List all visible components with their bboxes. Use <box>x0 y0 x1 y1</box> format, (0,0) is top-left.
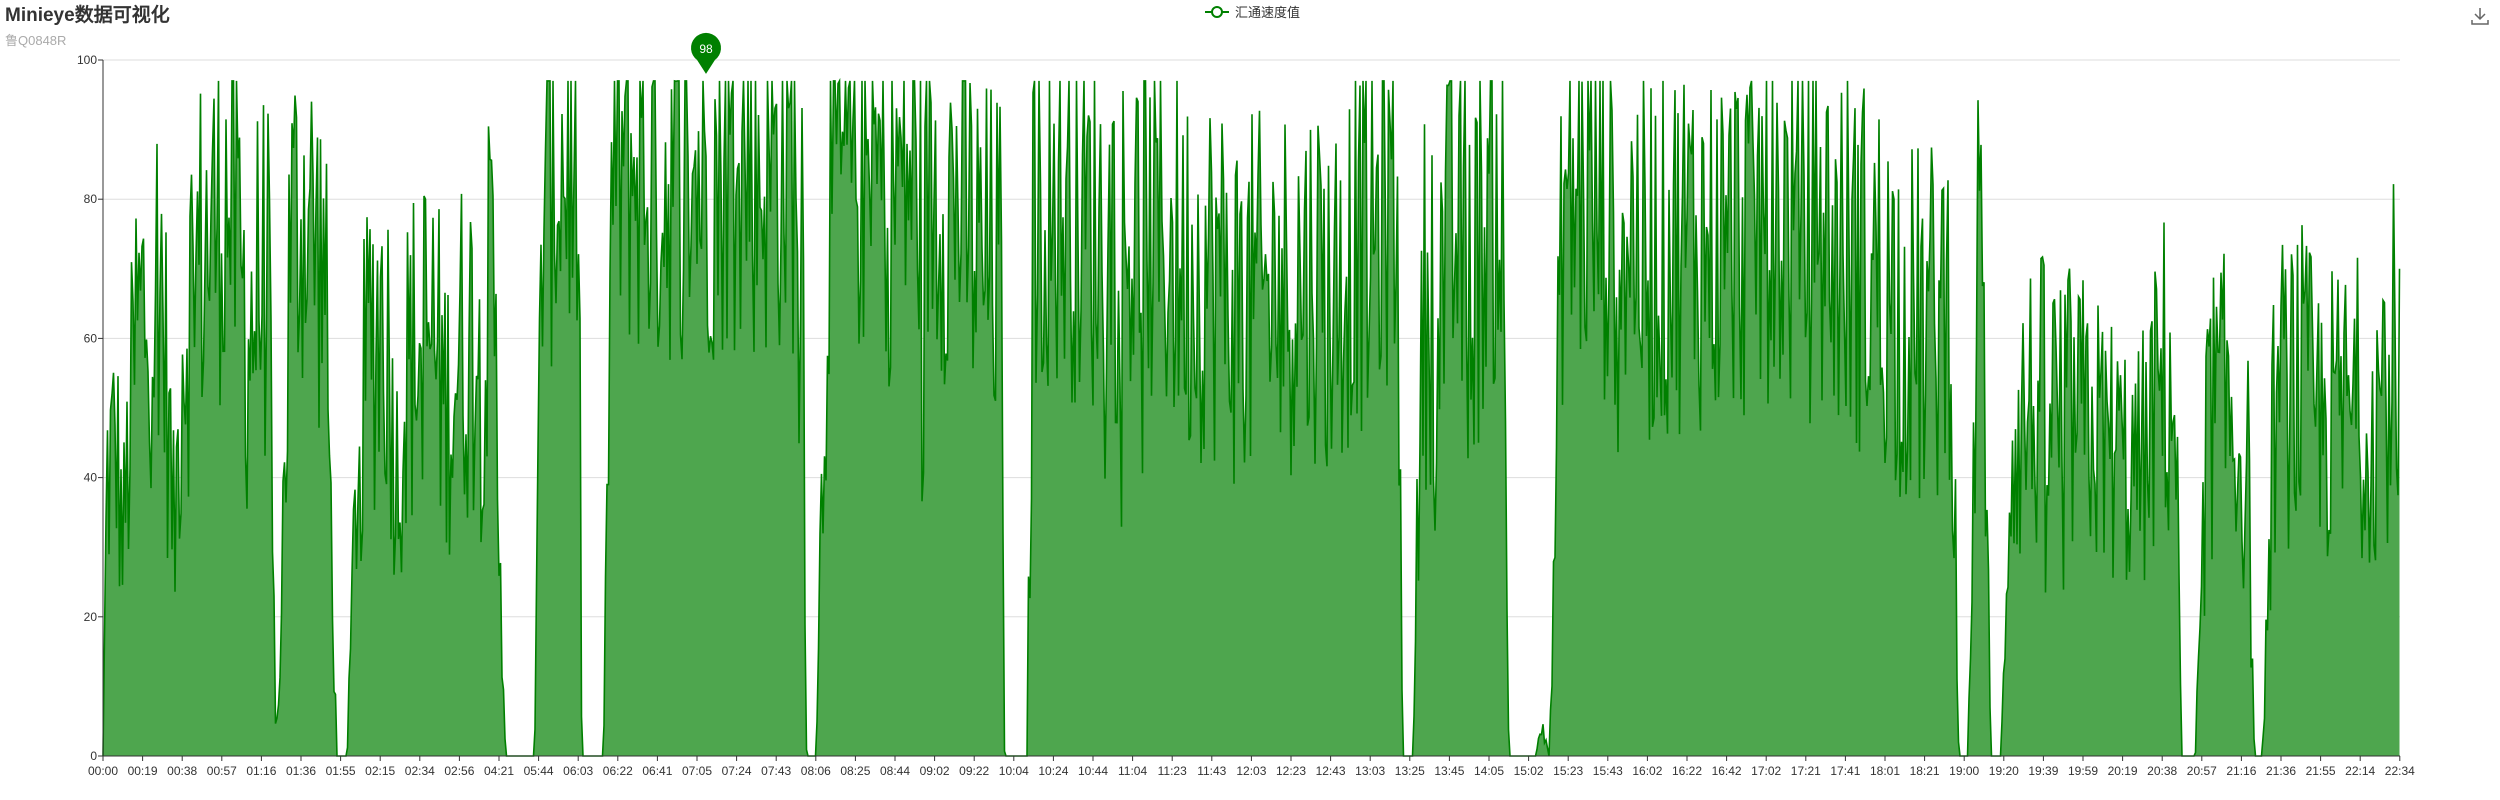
x-tick-label: 06:22 <box>603 764 633 778</box>
x-tick-label: 14:05 <box>1474 764 1504 778</box>
x-tick-label: 16:22 <box>1672 764 1702 778</box>
x-tick-label: 00:19 <box>128 764 158 778</box>
x-tick-label: 12:03 <box>1236 764 1266 778</box>
x-tick-label: 22:14 <box>2345 764 2375 778</box>
x-tick-label: 07:24 <box>722 764 752 778</box>
x-tick-label: 12:43 <box>1316 764 1346 778</box>
x-tick-label: 18:01 <box>1870 764 1900 778</box>
max-marker-label: 98 <box>699 42 713 56</box>
x-tick-label: 18:21 <box>1910 764 1940 778</box>
x-tick-label: 11:04 <box>1118 764 1147 778</box>
x-tick-label: 19:20 <box>1989 764 2019 778</box>
x-tick-label: 15:43 <box>1593 764 1623 778</box>
x-tick-label: 00:57 <box>207 764 237 778</box>
x-tick-label: 17:02 <box>1751 764 1781 778</box>
x-tick-label: 07:43 <box>761 764 791 778</box>
x-tick-label: 09:02 <box>920 764 950 778</box>
chart-subtitle: 鲁Q0848R <box>5 33 67 48</box>
x-tick-label: 01:36 <box>286 764 316 778</box>
x-tick-label: 17:41 <box>1830 764 1860 778</box>
x-tick-label: 00:00 <box>88 764 118 778</box>
x-tick-label: 09:22 <box>959 764 989 778</box>
x-tick-label: 17:21 <box>1791 764 1821 778</box>
download-icon[interactable] <box>2470 6 2490 26</box>
x-tick-label: 01:55 <box>326 764 356 778</box>
x-tick-label: 10:24 <box>1038 764 1068 778</box>
x-tick-label: 10:04 <box>999 764 1029 778</box>
x-tick-label: 06:03 <box>563 764 593 778</box>
x-tick-label: 19:00 <box>1949 764 1979 778</box>
x-tick-label: 15:23 <box>1553 764 1583 778</box>
x-tick-label: 02:15 <box>365 764 395 778</box>
x-tick-label: 21:36 <box>2266 764 2296 778</box>
y-tick-label: 0 <box>90 749 97 763</box>
x-tick-label: 15:02 <box>1514 764 1544 778</box>
legend-label: 汇通速度值 <box>1235 5 1301 20</box>
x-tick-label: 12:23 <box>1276 764 1306 778</box>
x-tick-label: 13:25 <box>1395 764 1425 778</box>
y-tick-label: 100 <box>77 53 97 67</box>
x-tick-label: 21:16 <box>2226 764 2256 778</box>
x-tick-label: 13:45 <box>1434 764 1464 778</box>
x-tick-label: 01:16 <box>246 764 276 778</box>
x-tick-label: 22:34 <box>2385 764 2415 778</box>
x-tick-label: 07:05 <box>682 764 712 778</box>
x-tick-label: 00:38 <box>167 764 197 778</box>
x-tick-label: 13:03 <box>1355 764 1385 778</box>
x-tick-label: 06:41 <box>642 764 672 778</box>
x-tick-label: 11:43 <box>1197 764 1226 778</box>
legend-item[interactable]: 汇通速度值 <box>1205 2 1300 21</box>
x-tick-label: 10:44 <box>1078 764 1108 778</box>
y-tick-label: 40 <box>84 471 98 485</box>
max-marker-pin <box>691 32 722 74</box>
x-tick-label: 19:39 <box>2028 764 2058 778</box>
x-tick-label: 02:34 <box>405 764 435 778</box>
x-tick-label: 11:23 <box>1158 764 1187 778</box>
y-tick-label: 20 <box>84 610 98 624</box>
x-tick-label: 08:06 <box>801 764 831 778</box>
x-tick-label: 19:59 <box>2068 764 2098 778</box>
x-tick-label: 20:38 <box>2147 764 2177 778</box>
x-tick-label: 05:44 <box>524 764 554 778</box>
y-tick-label: 60 <box>84 331 98 345</box>
x-tick-label: 20:57 <box>2187 764 2217 778</box>
x-tick-label: 02:56 <box>444 764 474 778</box>
x-tick-label: 04:21 <box>484 764 514 778</box>
x-tick-label: 20:19 <box>2108 764 2138 778</box>
x-tick-label: 16:42 <box>1712 764 1742 778</box>
x-tick-label: 08:25 <box>840 764 870 778</box>
y-tick-label: 80 <box>84 192 98 206</box>
x-tick-label: 16:02 <box>1632 764 1662 778</box>
legend-line-circle-icon <box>1205 5 1229 18</box>
series-line <box>102 77 2401 757</box>
x-tick-label: 21:55 <box>2306 764 2336 778</box>
x-tick-label: 08:44 <box>880 764 910 778</box>
chart-title: Minieye数据可视化 <box>5 5 170 26</box>
